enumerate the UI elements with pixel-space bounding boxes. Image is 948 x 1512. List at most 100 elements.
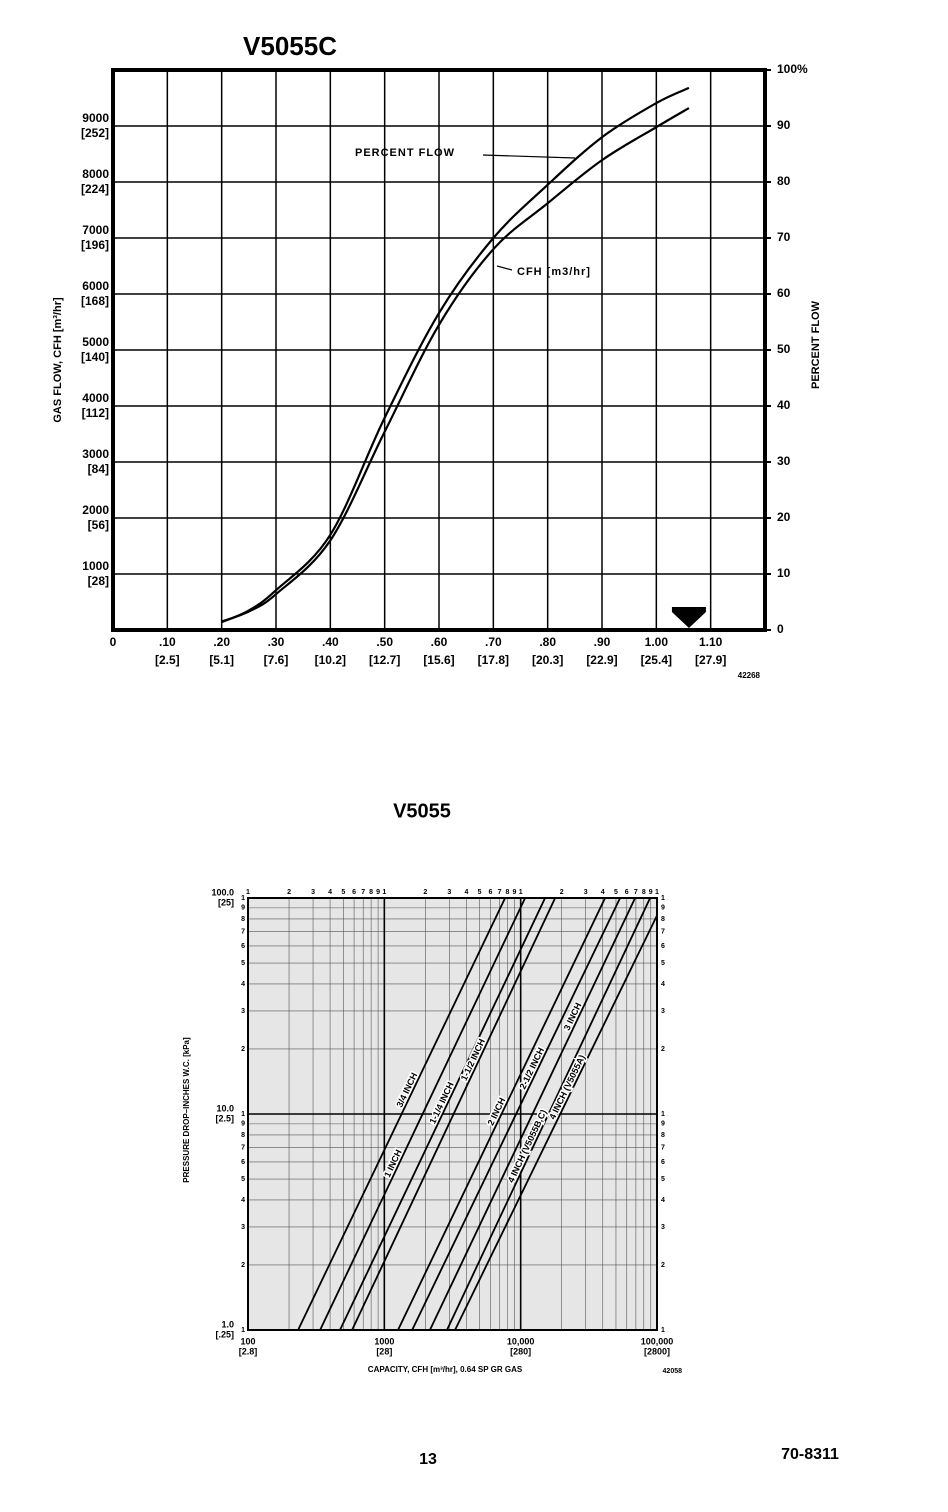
y-minor-tick-label: 2 [661,1262,665,1269]
y-minor-tick-label: 5 [241,1176,245,1183]
x-minor-tick-label: 5 [478,889,482,896]
y2-tick-label: 30 [777,454,791,468]
curve [221,86,690,624]
chart-title: V5055C [243,31,337,61]
y-minor-tick-label: 2 [241,1262,245,1269]
y-tick-label: 6000 [82,279,109,293]
curve [297,897,506,1331]
x-metric-tick-label: [12.7] [369,653,400,667]
y-metric-tick-label: [168] [81,294,109,308]
curve [221,107,690,623]
x-minor-tick-label: 6 [488,889,492,896]
y-metric-tick-label: [196] [81,238,109,252]
series-label: CFH [m3/hr] [517,266,591,278]
x-metric-tick-label: [17.8] [478,653,509,667]
x-metric-tick-label: [25.4] [641,653,672,667]
y-axis-title: PRESSURE DROP–INCHES W.C. [kPa] [182,1037,191,1183]
page-number: 13 [419,1451,437,1468]
x-minor-tick-label: 4 [328,889,332,896]
x-metric-tick-label: [280] [510,1346,531,1356]
y2-tick-label: 20 [777,510,791,524]
curve [319,897,526,1331]
y-minor-tick-label: 2 [241,1046,245,1053]
x-metric-tick-label: [2800] [644,1346,670,1356]
y-metric-tick-label: [252] [81,126,109,140]
y-minor-tick-label: 5 [661,960,665,967]
curve [351,897,556,1331]
curve [446,897,651,1331]
y-minor-tick-label: 9 [241,1121,245,1128]
x-tick-label: 1.10 [699,635,723,649]
x-tick-label: 1000 [374,1336,394,1346]
x-tick-label: .90 [594,635,611,649]
y-minor-tick-label: 4 [661,981,665,988]
y-metric-tick-label: [28] [88,574,109,588]
x-minor-tick-label: 4 [601,889,605,896]
x-metric-tick-label: [15.6] [423,653,454,667]
y-minor-tick-label: 5 [661,1176,665,1183]
y-axis-title: GAS FLOW, CFH [m³/hr] [52,297,64,423]
y2-tick-label: 0 [777,622,784,636]
y2-axis-title: PERCENT FLOW [810,300,822,389]
y-minor-tick-label: 3 [661,1008,665,1015]
y2-tick-label: 10 [777,566,791,580]
curve [454,915,658,1331]
y-minor-tick-label: 6 [241,1159,245,1166]
marker-arrow [671,607,706,628]
x-minor-tick-label: 7 [498,889,502,896]
y-minor-tick-label: 3 [661,1224,665,1231]
y-tick-label: 8000 [82,167,109,181]
y-tick-label: 5000 [82,335,109,349]
y-tick-label: 1.0 [221,1319,234,1329]
y-minor-tick-label: 1 [661,1111,665,1118]
y2-tick-label: 90 [777,118,791,132]
y-metric-tick-label: [224] [81,182,109,196]
x-metric-tick-label: [7.6] [264,653,289,667]
y-minor-tick-label: 1 [241,1111,245,1118]
y-minor-tick-label: 3 [241,1008,245,1015]
y-metric-tick-label: [.25] [215,1329,234,1339]
label-leader [482,154,576,159]
curve [397,897,606,1331]
x-metric-tick-label: [22.9] [586,653,617,667]
y-metric-tick-label: [2.5] [215,1113,234,1123]
x-metric-tick-label: [28] [376,1346,392,1356]
curve [339,897,546,1331]
figure-code: 42058 [663,1368,683,1375]
x-minor-tick-label: 2 [287,889,291,896]
x-minor-tick-label: 1 [246,889,250,896]
chart-title: V5055 [393,800,451,822]
x-minor-tick-label: 4 [464,889,468,896]
y-metric-tick-label: [140] [81,350,109,364]
y2-tick-label: 100% [777,62,808,76]
x-minor-tick-label: 1 [382,889,386,896]
y-minor-tick-label: 7 [241,1144,245,1151]
y-minor-tick-label: 9 [661,905,665,912]
y-minor-tick-label: 4 [661,1197,665,1204]
y-minor-tick-label: 3 [241,1224,245,1231]
y-tick-label: 2000 [82,503,109,517]
y-tick-label: 7000 [82,223,109,237]
y2-tick-label: 70 [777,230,791,244]
y-minor-tick-label: 9 [241,905,245,912]
y-metric-tick-label: [56] [88,518,109,532]
x-minor-tick-label: 1 [655,889,659,896]
x-minor-tick-label: 8 [642,889,646,896]
x-tick-label: 10,000 [507,1336,535,1346]
y-minor-tick-label: 4 [241,1197,245,1204]
y-minor-tick-label: 7 [241,928,245,935]
x-minor-tick-label: 8 [506,889,510,896]
x-minor-tick-label: 1 [519,889,523,896]
x-metric-tick-label: [2.8] [239,1346,258,1356]
y-minor-tick-label: 8 [661,1132,665,1139]
x-tick-label: 0 [110,635,117,649]
x-minor-tick-label: 9 [512,889,516,896]
y-metric-tick-label: [25] [218,897,234,907]
y-metric-tick-label: [84] [88,462,109,476]
y-minor-tick-label: 4 [241,981,245,988]
y-tick-label: 1000 [82,559,109,573]
document-number: 70-8311 [781,1446,839,1463]
y-minor-tick-label: 1 [661,1327,665,1334]
y-tick-label: 4000 [82,391,109,405]
